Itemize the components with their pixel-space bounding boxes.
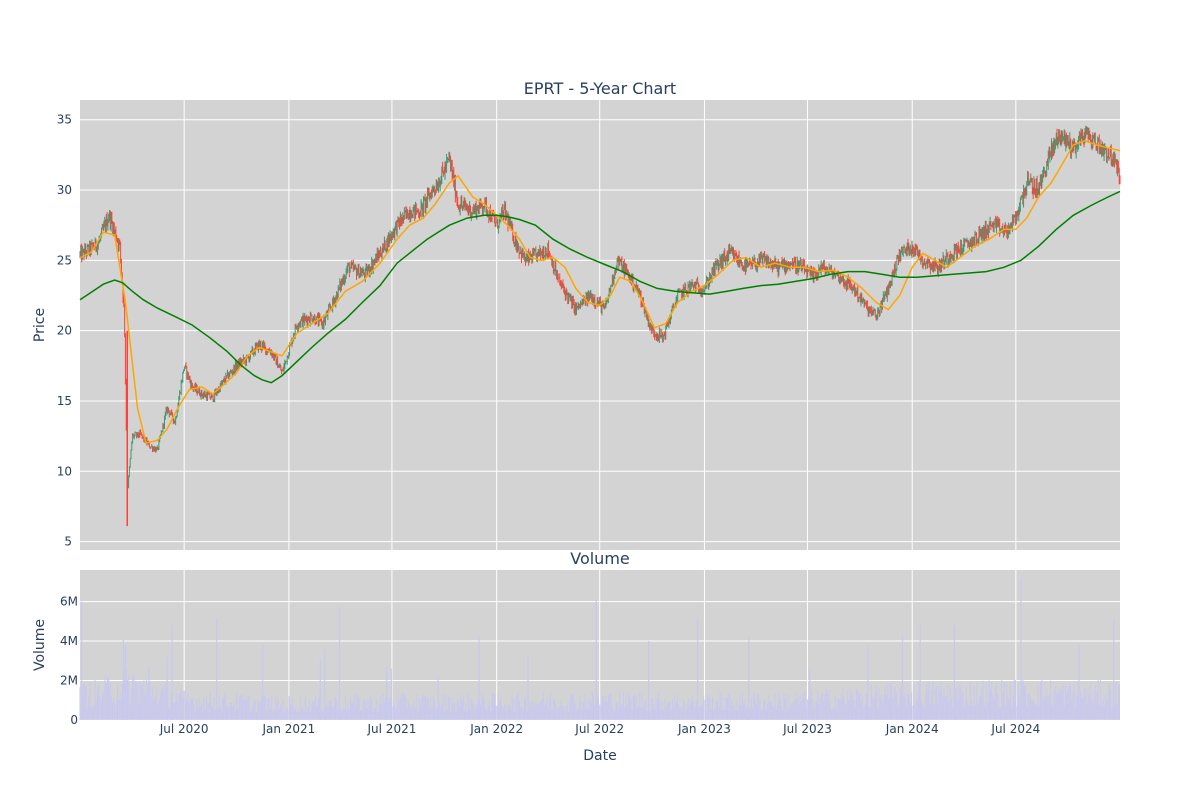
date-x-tick-label: Jul 2023 — [782, 722, 832, 736]
short-moving-average-line — [80, 140, 1121, 445]
volume-y-axis-title: Volume — [32, 619, 48, 671]
price-grid — [80, 100, 1120, 550]
date-x-tick-labels: Jul 2020 Jan 2021 Jul 2021 Jan 2022 Jul 2022… — [159, 722, 1041, 736]
volume-y-tick-labels: 0 2M 4M 6M — [60, 595, 78, 727]
price-y-tick-label: 35 — [57, 113, 72, 127]
price-y-tick-label: 15 — [57, 394, 72, 408]
date-x-tick-label: Jan 2021 — [261, 722, 315, 736]
price-y-tick-label: 30 — [57, 183, 72, 197]
date-x-axis-title: Date — [583, 748, 616, 764]
date-x-tick-label: Jul 2021 — [367, 722, 417, 736]
long-moving-average-line — [79, 190, 1121, 384]
price-y-tick-labels: 5 10 15 20 25 30 35 — [57, 113, 72, 549]
date-x-tick-label: Jul 2024 — [990, 722, 1040, 736]
volume-y-tick-label: 6M — [60, 595, 78, 609]
date-x-tick-label: Jul 2020 — [159, 722, 209, 736]
volume-y-tick-label: 0 — [70, 713, 78, 727]
date-x-tick-label: Jan 2024 — [885, 722, 939, 736]
volume-chart-title: Volume — [570, 549, 630, 568]
volume-bars — [79, 577, 1120, 720]
date-x-tick-label: Jan 2023 — [677, 722, 731, 736]
price-y-tick-label: 10 — [57, 464, 72, 478]
volume-y-tick-label: 2M — [60, 674, 78, 688]
price-y-tick-label: 20 — [57, 324, 72, 338]
volume-y-tick-label: 4M — [60, 634, 78, 648]
price-y-tick-label: 25 — [57, 253, 72, 267]
price-y-tick-label: 5 — [64, 535, 72, 549]
price-chart-title: EPRT - 5-Year Chart — [524, 79, 676, 98]
date-x-tick-label: Jul 2022 — [574, 722, 624, 736]
price-y-axis-title: Price — [32, 308, 48, 342]
date-x-tick-label: Jan 2022 — [469, 722, 523, 736]
